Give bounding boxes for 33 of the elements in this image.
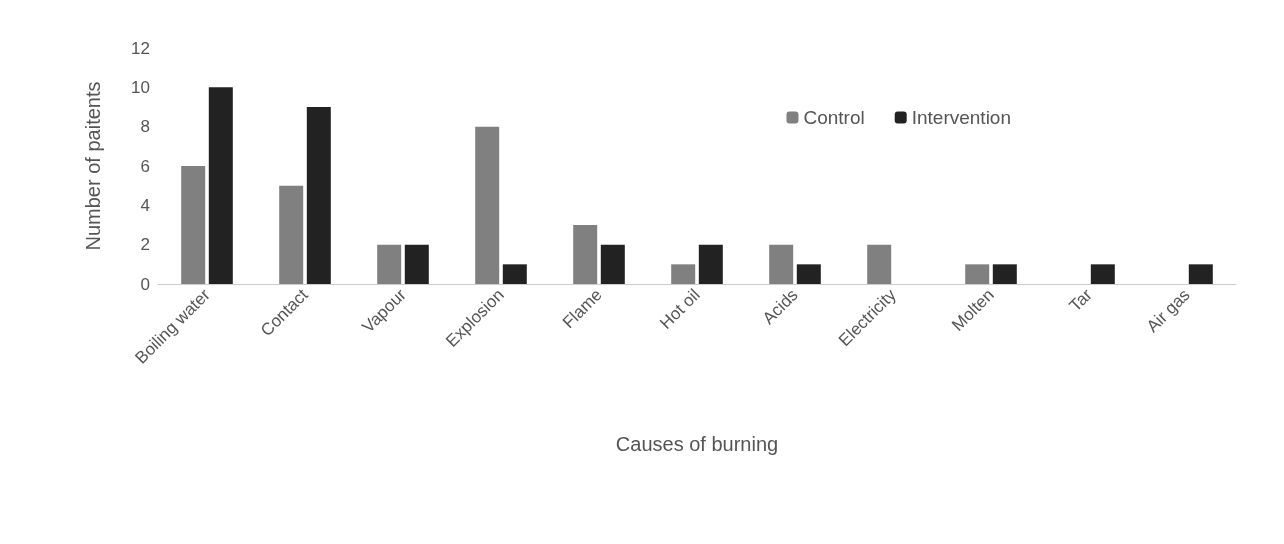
bar [573,225,598,284]
y-tick-label: 4 [140,195,150,215]
y-tick-label: 12 [131,38,150,58]
bar [279,185,304,284]
bar [867,244,892,284]
x-axis-title: Causes of burning [615,433,779,455]
bar [475,126,500,284]
bar [992,264,1017,284]
bar [208,87,233,284]
bar [1188,264,1213,284]
bar [671,264,696,284]
x-tick-label: Hot oil [656,285,704,333]
bar [698,244,723,284]
bar [181,166,206,284]
y-tick-label: 0 [140,274,150,294]
x-tick-label: Tar [1065,285,1096,316]
y-tick-label: 6 [140,156,150,176]
bar [377,244,402,284]
bar [502,264,527,284]
bar [600,244,625,284]
bar [769,244,794,284]
bar [404,244,429,284]
bar [965,264,990,284]
bar [1090,264,1115,284]
y-tick-label: 8 [140,117,150,137]
y-tick-label: 2 [140,235,150,255]
legend-label: Control [803,107,865,128]
y-tick-label: 10 [131,77,150,97]
bar [796,264,821,284]
legend-label: Intervention [911,107,1012,128]
x-tick-label: Air gas [1142,285,1194,337]
y-axis-title: Number of paitents [82,81,104,251]
bar [306,107,331,284]
